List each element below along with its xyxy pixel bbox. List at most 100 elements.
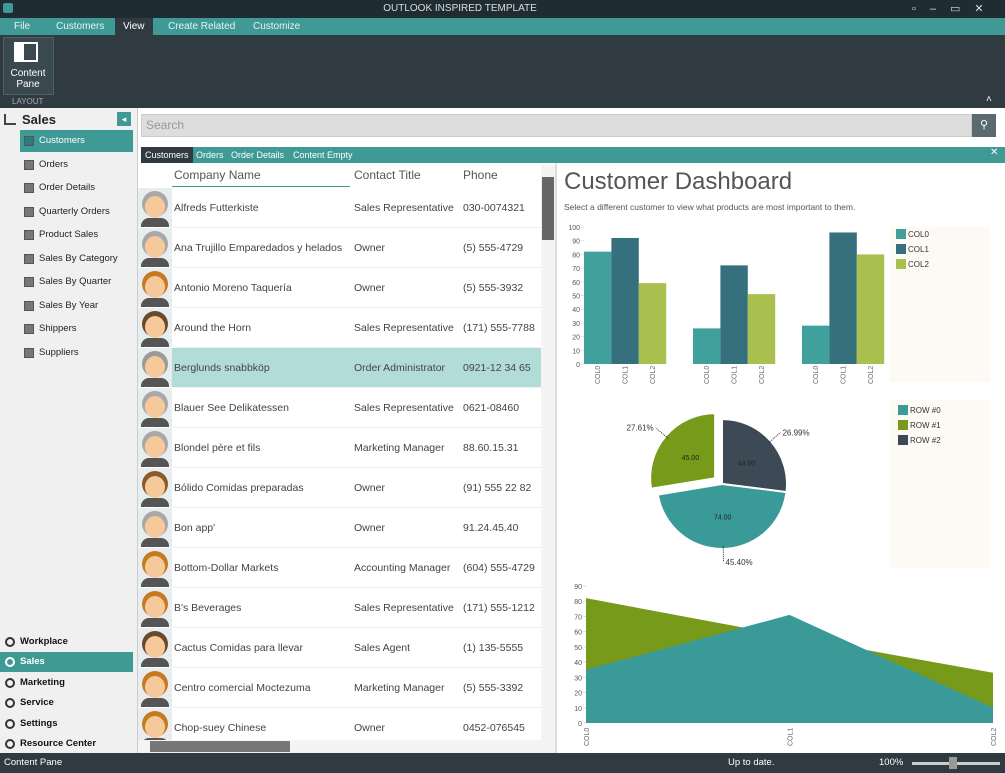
bar <box>802 325 830 364</box>
avatar-body <box>141 498 169 507</box>
nav-module[interactable]: Workplace <box>20 636 68 647</box>
avatar-face <box>145 316 165 338</box>
search-button[interactable]: ⚲ <box>972 114 996 137</box>
y-tick-label: 60 <box>572 280 580 287</box>
menu-tab[interactable]: Create Related <box>168 21 236 32</box>
table-row[interactable] <box>172 588 541 628</box>
table-row[interactable] <box>172 468 541 508</box>
nav-module[interactable]: Resource Center <box>20 738 97 749</box>
column-header[interactable]: Phone <box>463 168 498 182</box>
avatar-body <box>141 338 169 347</box>
table-cell: Marketing Manager <box>354 442 445 454</box>
nav-item[interactable]: Order Details <box>39 182 95 193</box>
menu-tab[interactable]: Customize <box>253 21 301 32</box>
table-row[interactable] <box>172 268 541 308</box>
nav-item[interactable]: Shippers <box>39 323 77 334</box>
bar-axis-label: COL2 <box>650 366 657 384</box>
menu-tab[interactable]: File <box>14 21 31 32</box>
avatar-face <box>145 436 165 458</box>
table-cell: Bon app' <box>174 522 216 534</box>
table-row[interactable] <box>172 308 541 348</box>
bar-axis-label: COL1 <box>840 366 847 384</box>
content-tab[interactable]: Customers <box>141 147 193 163</box>
bar <box>747 294 776 364</box>
table-row[interactable] <box>172 428 541 468</box>
header-underline <box>172 186 350 187</box>
nav-item[interactable]: Orders <box>39 158 69 170</box>
nav-module[interactable]: Service <box>20 697 54 709</box>
avatar-body <box>141 218 169 227</box>
table-cell: (1) 135-5555 <box>463 642 524 654</box>
nav-module[interactable]: Settings <box>20 717 58 729</box>
nav-module[interactable]: Marketing <box>20 676 65 688</box>
nav-module[interactable]: Sales <box>20 656 45 668</box>
y-tick-label: 80 <box>574 599 582 606</box>
bar <box>720 265 748 364</box>
table-cell: Chop-suey Chinese <box>174 722 267 734</box>
menu-tab[interactable]: View <box>115 18 153 35</box>
legend-swatch <box>896 259 906 269</box>
nav-item-icon <box>24 230 34 240</box>
nav-item[interactable]: Sales By Category <box>39 252 118 264</box>
ribbon-collapse: ˄ <box>986 94 992 105</box>
tab-close[interactable]: ✕ <box>990 147 999 158</box>
legend-swatch <box>898 435 908 445</box>
nav-item[interactable]: Customers <box>39 135 85 146</box>
ribbon-button-label: Content Pane <box>10 68 46 90</box>
table-cell: (91) 555 22 82 <box>463 482 532 494</box>
menu-bar <box>0 18 1005 35</box>
content-tab[interactable]: Order Details <box>231 150 285 160</box>
bar-axis-label: COL1 <box>731 366 738 384</box>
bar <box>856 254 885 364</box>
x-tick-label: COL2 <box>991 728 998 746</box>
search-box[interactable] <box>141 114 972 137</box>
column-header[interactable]: Contact Title <box>354 168 421 182</box>
zoom-thumb[interactable] <box>949 757 957 769</box>
menu-tab[interactable]: Customers <box>56 21 105 32</box>
nav-item-icon <box>24 253 34 264</box>
y-tick-label: 100 <box>568 225 580 232</box>
column-header[interactable]: Company Name <box>174 168 261 182</box>
table-row[interactable] <box>172 188 541 228</box>
nav-collapse[interactable]: ◂ <box>117 112 131 126</box>
table-row[interactable] <box>172 508 541 548</box>
table-cell: 88.60.15.31 <box>463 442 519 454</box>
legend-swatch <box>896 244 906 254</box>
nav-item[interactable]: Product Sales <box>39 229 99 240</box>
content-tab[interactable]: Content Empty <box>293 150 353 160</box>
nav-item[interactable]: Suppliers <box>39 346 79 358</box>
table-cell: Berglunds snabbköp <box>174 362 270 374</box>
avatar-face <box>145 676 165 698</box>
table-row[interactable] <box>172 388 541 428</box>
avatar-face <box>145 276 165 298</box>
nav-item[interactable]: Sales By Quarter <box>39 276 112 287</box>
table-cell: 0452-076545 <box>463 722 525 734</box>
area <box>586 614 993 723</box>
content-tab[interactable]: Orders <box>196 150 224 160</box>
pie-slice <box>656 482 788 550</box>
nav-pane <box>0 108 138 753</box>
table-row-selected[interactable] <box>172 348 541 388</box>
table-cell: Accounting Manager <box>354 562 451 574</box>
nav-item[interactable]: Sales By Year <box>39 299 99 311</box>
table-row[interactable] <box>172 668 541 708</box>
status-zoom: 100% <box>879 757 904 768</box>
v-scrollbar[interactable] <box>541 165 555 740</box>
table-row[interactable] <box>172 228 541 268</box>
table-cell: 91.24.45.40 <box>463 522 519 534</box>
status-left: Content Pane <box>4 757 63 768</box>
nav-item[interactable]: Quarterly Orders <box>39 205 110 217</box>
table-cell: Blondel père et fils <box>174 442 261 454</box>
table-row[interactable] <box>172 548 541 588</box>
avatar-body <box>141 578 169 587</box>
x-tick-label: COL1 <box>788 728 795 746</box>
avatar-body <box>141 698 169 707</box>
v-scroll-thumb[interactable] <box>542 177 554 240</box>
h-scroll-thumb[interactable] <box>150 741 290 752</box>
pie-value-label: 44.00 <box>738 461 756 468</box>
table-cell: Ana Trujillo Emparedados y helados <box>174 242 343 254</box>
table-row[interactable] <box>172 628 541 668</box>
table-cell: Alfreds Futterkiste <box>174 202 259 214</box>
avatar-body <box>141 618 169 627</box>
